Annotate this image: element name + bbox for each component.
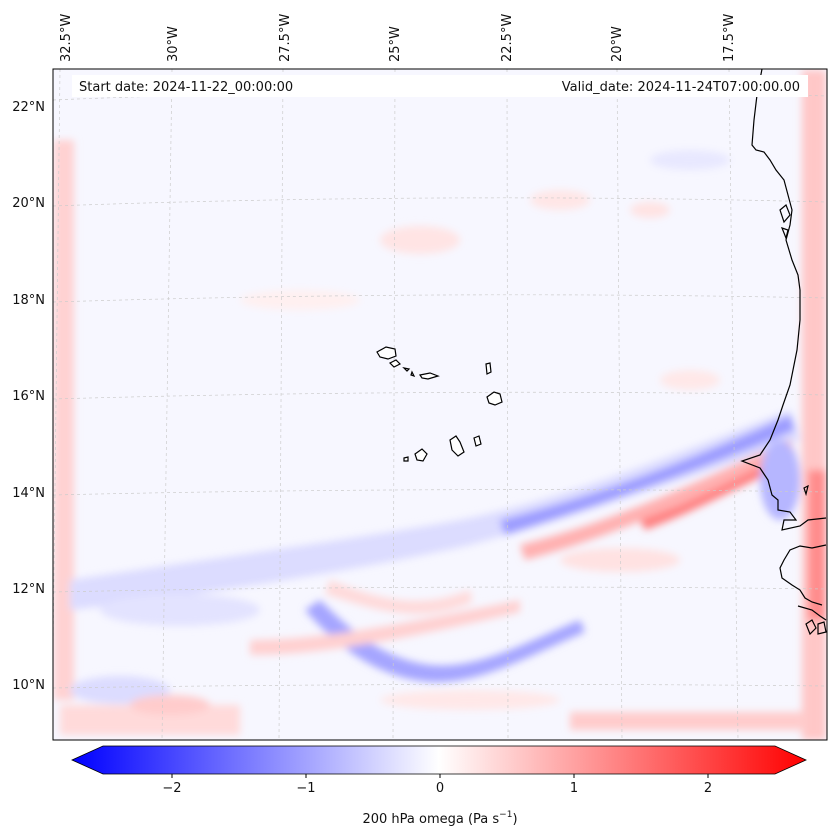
lat-label-12n: 12°N [12,582,45,597]
pink-streak [380,226,460,254]
island-boa-vista [486,391,503,406]
red-band-core [640,450,795,530]
start-date-text: Start date: 2024-11-22_00:00:00 [79,80,293,95]
colorbar-title: 200 hPa omega (Pa s−1) [362,810,517,827]
pink-streak [240,290,360,310]
colorbar-gradient [71,745,807,775]
lat-line-14 [53,489,827,496]
map-frame [52,68,828,741]
colorbar-title-sup: −1 [499,810,512,820]
lat-line-18 [53,294,827,303]
island-coast [780,227,789,240]
colorbar-title-main: 200 hPa omega (Pa s [362,812,499,827]
island-santa-luzia [402,367,411,372]
pink-streak [660,370,720,390]
lat-label-18n: 18°N [12,293,45,308]
island-santiago [449,435,465,457]
lon-label-27-5w: 27.5°W [278,14,293,62]
colorbar-tick-label: −2 [162,781,181,796]
island-santo-antao [376,346,397,360]
coastlines [740,69,827,636]
red-patch [380,690,560,710]
lat-label-22n: 22°N [12,100,45,115]
colorbar-tick-label: 0 [436,781,444,796]
field-background [53,69,827,740]
lat-label-10n: 10°N [12,678,45,693]
colorbar-tick-label: −1 [296,781,315,796]
longitude-labels: 32.5°W 30°W 27.5°W 25°W 22.5°W 20°W 17.5… [59,14,737,62]
right-boundary-band [802,70,826,740]
red-wave [250,600,520,655]
lon-label-30w: 30°W [166,26,181,62]
lon-line-27-5 [278,69,284,740]
lat-line-20 [53,197,827,207]
blue-band [70,410,800,610]
blue-wave [305,600,585,683]
red-patch [560,548,680,572]
pink-streak [630,202,670,218]
latitude-labels: 22°N 20°N 18°N 16°N 14°N 12°N 10°N [12,100,45,693]
africa-coastline [740,69,827,531]
cape-verde-islands [376,346,503,462]
lon-label-25w: 25°W [388,26,403,62]
colorbar-tick-label: 1 [570,781,578,796]
lon-line-17-5 [728,69,739,740]
island-coast [805,619,817,636]
island-sal [485,362,492,375]
island-coast [817,621,827,635]
header-strip [72,75,808,97]
red-patch [130,695,210,715]
lon-label-32-5w: 32.5°W [59,14,74,62]
island-brava [403,456,409,462]
lon-line-25 [392,69,396,740]
lon-line-22-5 [506,69,509,740]
right-boundary-strong [808,470,826,620]
lat-line-12 [53,586,827,593]
red-band [520,440,795,560]
colorbar: −2 −1 0 1 2 200 hPa omega (Pa s−1) [71,745,807,827]
lat-label-20n: 20°N [12,196,45,211]
bottom-boundary-band [570,712,806,730]
island-coast [779,204,791,224]
red-wave [325,580,472,614]
colorbar-title-end: ) [512,812,517,827]
coastline-segment [797,605,827,621]
island-fogo [414,448,428,462]
lon-label-22-5w: 22.5°W [500,14,515,62]
island-maio [473,435,482,447]
lat-line-16 [53,391,827,400]
blue-streak [650,150,730,170]
lat-line-10 [53,684,827,689]
valid-date-text: Valid_date: 2024-11-24T07:00:00.00 [562,80,800,95]
blue-patch [70,676,170,704]
lon-line-20 [616,69,623,740]
colorbar-tick-label: 2 [704,781,712,796]
island-small [410,370,416,378]
island-sao-nicolau [419,372,440,380]
blue-patch [100,594,260,626]
coastline-segment [779,544,827,606]
pink-streak [530,190,590,210]
blue-patch [760,440,800,520]
field-shading [54,70,826,740]
lon-line-30 [161,69,173,740]
left-boundary-band [54,140,74,700]
lat-label-14n: 14°N [12,486,45,501]
lon-label-17-5w: 17.5°W [722,14,737,62]
island-coast [803,484,809,497]
blue-band-core [500,415,795,535]
lon-label-20w: 20°W [610,26,625,62]
omega-field [53,69,827,740]
lat-label-16n: 16°N [12,389,45,404]
island-sao-vicente [388,359,402,368]
